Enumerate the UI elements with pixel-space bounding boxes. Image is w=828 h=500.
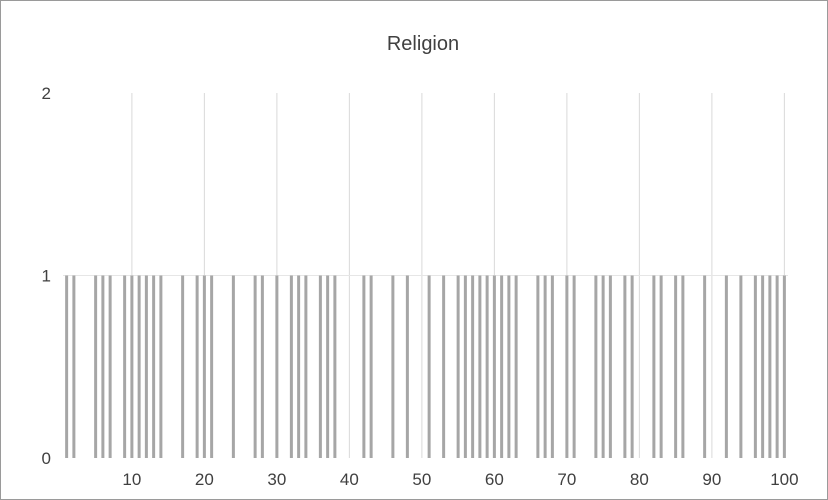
x-tick-label-50: 50 <box>412 470 431 489</box>
bar-46 <box>391 275 395 458</box>
bar-68 <box>550 275 554 458</box>
bar-92 <box>724 275 728 458</box>
bar-89 <box>703 275 707 458</box>
bar-99 <box>775 275 779 458</box>
bar-9 <box>123 275 127 458</box>
bar-83 <box>659 275 663 458</box>
bar-71 <box>572 275 576 458</box>
bar-97 <box>761 275 765 458</box>
bar-76 <box>608 275 612 458</box>
bar-43 <box>369 275 373 458</box>
bar-67 <box>543 275 547 458</box>
x-tick-label-60: 60 <box>485 470 504 489</box>
bar-5 <box>94 275 98 458</box>
x-tick-label-70: 70 <box>557 470 576 489</box>
bar-6 <box>101 275 105 458</box>
bar-32 <box>289 275 293 458</box>
bar-14 <box>159 275 163 458</box>
bar-74 <box>594 275 598 458</box>
y-tick-label-1: 1 <box>42 267 51 286</box>
x-tick-label-30: 30 <box>267 470 286 489</box>
bar-61 <box>500 275 504 458</box>
bar-19 <box>195 275 199 458</box>
bar-53 <box>442 275 446 458</box>
bar-27 <box>253 275 257 458</box>
bar-34 <box>304 275 308 458</box>
x-tick-label-10: 10 <box>122 470 141 489</box>
bar-17 <box>181 275 185 458</box>
x-tick-label-80: 80 <box>630 470 649 489</box>
bar-20 <box>202 275 206 458</box>
bar-21 <box>210 275 214 458</box>
bar-70 <box>565 275 569 458</box>
bar-7 <box>108 275 112 458</box>
bar-2 <box>72 275 76 458</box>
bar-38 <box>333 275 337 458</box>
bar-60 <box>492 275 496 458</box>
x-tick-label-40: 40 <box>340 470 359 489</box>
bar-86 <box>681 275 685 458</box>
bar-78 <box>623 275 627 458</box>
bar-58 <box>478 275 482 458</box>
bar-62 <box>507 275 511 458</box>
bar-37 <box>326 275 330 458</box>
bar-48 <box>405 275 409 458</box>
bar-75 <box>601 275 605 458</box>
bar-10 <box>130 275 134 458</box>
bar-1 <box>65 275 69 458</box>
y-tick-label-2: 2 <box>42 84 51 103</box>
chart-title: Religion <box>387 33 459 55</box>
x-tick-label-100: 100 <box>770 470 798 489</box>
x-tick-label-20: 20 <box>195 470 214 489</box>
bar-28 <box>260 275 264 458</box>
bar-94 <box>739 275 743 458</box>
bar-33 <box>297 275 301 458</box>
bar-63 <box>514 275 518 458</box>
bar-98 <box>768 275 772 458</box>
bar-56 <box>463 275 467 458</box>
bar-42 <box>362 275 366 458</box>
bar-82 <box>652 275 656 458</box>
bar-24 <box>231 275 235 458</box>
bar-79 <box>630 275 634 458</box>
bar-12 <box>144 275 148 458</box>
bar-100 <box>782 275 786 458</box>
bar-51 <box>427 275 431 458</box>
bar-13 <box>152 275 156 458</box>
bar-59 <box>485 275 489 458</box>
bar-57 <box>471 275 475 458</box>
bar-96 <box>753 275 757 458</box>
bar-30 <box>275 275 279 458</box>
bar-55 <box>456 275 460 458</box>
bar-11 <box>137 275 141 458</box>
x-tick-label-90: 90 <box>702 470 721 489</box>
bar-36 <box>318 275 322 458</box>
bar-66 <box>536 275 540 458</box>
y-tick-label-0: 0 <box>42 449 51 468</box>
bar-85 <box>674 275 678 458</box>
